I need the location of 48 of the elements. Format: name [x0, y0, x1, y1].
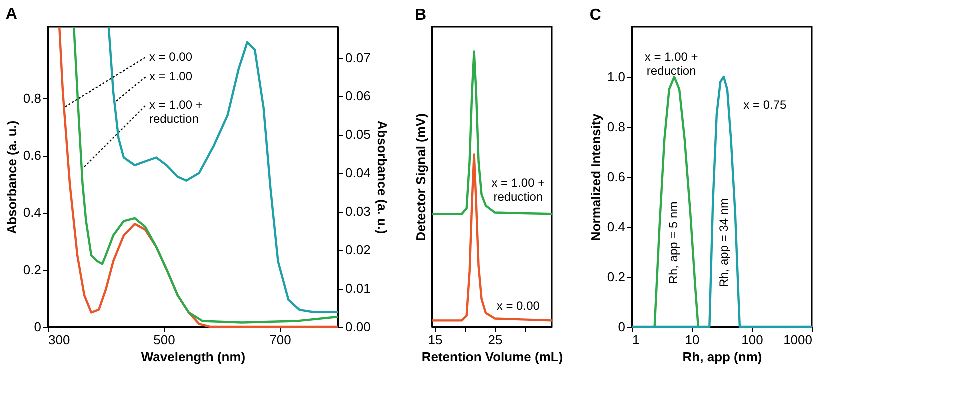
x-tick-label: 1: [632, 332, 640, 348]
y-tick-label: 0: [618, 320, 626, 334]
x-tick-label: 1000: [784, 332, 812, 348]
y2-axis-title: Absorbance (a. u.): [374, 120, 390, 234]
line-series: [108, 26, 340, 314]
y-tick-label: 0.8: [607, 120, 626, 134]
annotation: x = 1.00 + reduction: [644, 50, 698, 78]
y-tick-label: 0.6: [23, 148, 42, 164]
x-tick-label: 25: [488, 332, 503, 348]
y-tick-label: 0.4: [23, 205, 42, 220]
y2-tick-label: 0.04: [346, 166, 371, 181]
chart-title: A: [6, 6, 18, 23]
annotation: x = 1.00 + reduction: [150, 98, 203, 126]
chart-title: B: [415, 7, 427, 24]
x-axis-title: Retention Volume (mL): [422, 350, 564, 364]
x-tick-label: 10: [685, 332, 700, 348]
y-tick-label: 0.2: [607, 270, 626, 284]
annotation: Rh, app = 34 nm: [716, 198, 731, 288]
x-axis-title: Wavelength (nm): [141, 350, 246, 364]
y-tick-label: 0.4: [607, 220, 626, 234]
chart-title: C: [590, 7, 602, 24]
y2-tick-label: 0.05: [346, 127, 371, 142]
x-tick-label: 100: [742, 332, 764, 348]
y2-tick-label: 0.06: [346, 88, 371, 104]
y2-tick-label: 0.07: [346, 50, 371, 66]
annotation: x = 1.00 + reduction: [492, 176, 546, 204]
x-tick-label: 300: [48, 332, 70, 348]
y-tick-label: 0: [34, 320, 42, 334]
annotation: x = 0.00: [150, 50, 193, 64]
x-tick-label: 700: [270, 332, 292, 348]
annotation: x = 0.00: [496, 299, 540, 313]
annotation: Rh, app = 5 nm: [666, 202, 680, 284]
y2-tick-label: 0.03: [346, 204, 371, 220]
annotation: x = 1.00: [150, 70, 193, 84]
y-axis-title: Detector Signal (mV): [414, 114, 428, 242]
x-tick-label: 15: [428, 332, 443, 348]
y2-tick-label: 0.00: [346, 320, 371, 334]
annotation: x = 0.75: [744, 98, 788, 112]
y-axis-title: Absorbance (a. u.): [4, 120, 20, 234]
y2-tick-label: 0.01: [346, 281, 371, 296]
y-tick-label: 0.2: [23, 262, 42, 278]
y2-tick-label: 0.02: [346, 242, 371, 258]
x-axis-title: Rh, app (nm): [682, 350, 762, 364]
y-axis-title: Normalized Intensity: [588, 113, 604, 242]
y-tick-label: 0.8: [23, 90, 42, 106]
y-tick-label: 1.0: [607, 70, 626, 84]
y-tick-label: 0.6: [607, 170, 626, 184]
x-tick-label: 500: [154, 332, 176, 348]
